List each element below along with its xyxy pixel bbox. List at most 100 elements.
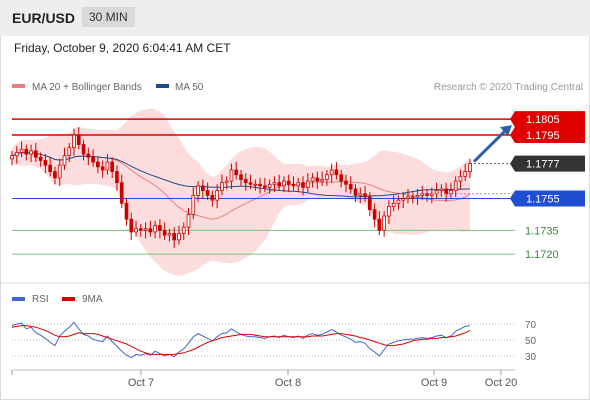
candle (148, 228, 153, 233)
price-levels: 1.1805 1.1795 1.1755 1.1735 1.1720 (12, 111, 585, 261)
candle (410, 196, 415, 199)
candle (91, 156, 95, 163)
timeframe-badge[interactable]: 30 MIN (82, 7, 135, 27)
level-tag-1.1755 (510, 190, 585, 207)
candle (167, 233, 172, 236)
bollinger-band (12, 108, 470, 276)
forecast-arrow-shaft (472, 127, 510, 163)
candle (305, 180, 310, 188)
rsi-ma-legend-swatch (62, 297, 75, 301)
candle (377, 218, 382, 231)
candle (367, 196, 372, 211)
timestamp: Friday, October 9, 2020 6:04:41 AM CET (14, 41, 231, 55)
candle (76, 134, 81, 145)
rsi-tick-50: 50 (525, 336, 537, 347)
candle (14, 152, 19, 157)
x-tick-label: Oct 9 (421, 377, 447, 389)
candle (62, 155, 67, 166)
x-tick-label: Oct 7 (128, 377, 154, 389)
candle (425, 193, 429, 196)
candle (463, 171, 468, 177)
candle (196, 185, 200, 196)
level-label-1.1795: 1.1795 (526, 130, 560, 142)
candle (67, 147, 72, 157)
candle (315, 177, 320, 182)
level-tag-1.1795 (510, 127, 585, 144)
legend: MA 20 + Bollinger Bands MA 50 Research ©… (12, 82, 583, 93)
ma50-legend-label: MA 50 (175, 82, 204, 93)
rsi-tick-70: 70 (525, 320, 537, 331)
candle (301, 182, 305, 188)
current-price: 1.1777 (400, 155, 585, 195)
candle (310, 177, 315, 182)
candle (129, 218, 134, 233)
candle (43, 160, 48, 166)
candle (29, 150, 33, 155)
x-tick-label: Oct 8 (275, 377, 301, 389)
candle (239, 174, 243, 180)
candle (372, 209, 377, 220)
candle (100, 166, 105, 171)
candle (81, 144, 86, 155)
candle (353, 188, 358, 196)
level-label-1.1735: 1.1735 (525, 225, 559, 237)
candle (430, 193, 434, 196)
rsi-pane: RSI 9MA 70 50 30 (11, 294, 537, 363)
ma50-legend-swatch (156, 84, 169, 88)
credit-text: Research © 2020 Trading Central (434, 82, 583, 93)
candle (344, 180, 348, 185)
x-axis: Oct 7 Oct 8 Oct 9 Oct 20 (11, 369, 517, 389)
current-price-tag (510, 155, 585, 172)
level-tag-1.1805 (510, 111, 585, 128)
level-label-1.1805: 1.1805 (526, 114, 560, 126)
candle (24, 148, 29, 155)
candle (48, 164, 52, 172)
candle (210, 194, 215, 201)
candle (224, 180, 229, 184)
candle (363, 193, 367, 198)
candle (143, 228, 148, 231)
header-bar: EUR/USD 30 MIN (0, 0, 590, 36)
candle (34, 150, 38, 158)
candle (339, 174, 344, 182)
candle (229, 169, 234, 182)
candle (153, 225, 157, 233)
candle (172, 233, 177, 241)
candle (72, 134, 76, 149)
candle (243, 179, 248, 184)
candle (110, 161, 115, 172)
candle (258, 183, 262, 187)
candle (387, 206, 391, 217)
candle (38, 156, 43, 161)
candle (458, 175, 463, 182)
candle (162, 229, 167, 236)
candle (272, 182, 277, 185)
candle (420, 193, 425, 196)
current-price-label: 1.1777 (526, 159, 560, 171)
candle (263, 185, 267, 188)
candle (138, 228, 143, 231)
candles (10, 127, 472, 248)
candle (406, 196, 410, 199)
candle (325, 174, 329, 180)
candle (53, 171, 57, 179)
candle (396, 199, 401, 204)
rsi-legend-label: RSI (32, 294, 49, 305)
candle (348, 183, 353, 190)
candle (134, 228, 138, 233)
candle (267, 183, 272, 188)
rsi-ma-line (11, 325, 471, 355)
candle (215, 190, 219, 201)
candle (119, 182, 124, 204)
candle (234, 169, 239, 176)
candle (181, 226, 186, 234)
candle (124, 202, 129, 220)
candle (19, 148, 24, 153)
candle (10, 155, 14, 160)
candle (439, 188, 444, 192)
candle (444, 188, 448, 195)
rsi-tick-30: 30 (525, 352, 537, 363)
rsi-ma-legend-label: 9MA (82, 294, 103, 305)
candle (158, 225, 162, 231)
candle (220, 182, 224, 192)
